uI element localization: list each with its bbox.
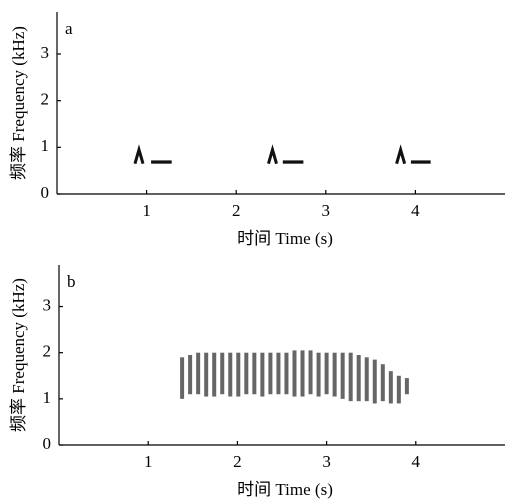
pulse: [388, 371, 393, 404]
x-axis-label: 时间 Time (s): [237, 480, 333, 499]
x-tick-label: 3: [322, 452, 331, 471]
pulse: [292, 350, 297, 397]
y-tick-label: 3: [43, 295, 52, 314]
syllable: [267, 144, 278, 165]
pulse: [204, 352, 209, 397]
panel-label: a: [65, 19, 73, 38]
pulse: [380, 364, 385, 402]
pulse: [332, 352, 337, 397]
pulse: [196, 352, 201, 395]
y-tick-label: 1: [43, 388, 52, 407]
pulse: [356, 355, 361, 402]
syllable: [133, 144, 145, 165]
pulse: [308, 350, 313, 395]
pulse: [396, 375, 401, 404]
x-tick-label: 3: [322, 201, 331, 220]
x-tick-label: 2: [233, 452, 242, 471]
pulse: [220, 352, 225, 395]
pulse: [244, 352, 249, 395]
y-tick-label: 2: [43, 342, 52, 361]
syllable: [410, 160, 431, 164]
pulse: [316, 352, 321, 397]
pulse: [364, 357, 369, 402]
pulse: [284, 352, 289, 395]
pulse: [260, 352, 265, 397]
y-axis-label: 频率 Frequency (kHz): [9, 278, 28, 432]
pulse: [236, 352, 241, 397]
y-tick-label: 1: [41, 136, 50, 155]
syllable: [151, 160, 172, 164]
y-tick-label: 0: [41, 183, 50, 202]
x-axis-label: 时间 Time (s): [237, 229, 333, 248]
x-tick-label: 1: [144, 452, 153, 471]
x-tick-label: 4: [412, 452, 421, 471]
panel-label: b: [67, 272, 76, 291]
pulse: [188, 355, 193, 395]
pulse: [404, 378, 409, 395]
syllable: [395, 144, 407, 165]
pulse: [228, 352, 233, 397]
y-tick-label: 0: [43, 434, 52, 453]
pulse: [300, 350, 305, 397]
syllable: [282, 160, 304, 164]
y-tick-label: 2: [41, 90, 50, 109]
y-axis-label: 频率 Frequency (kHz): [9, 26, 28, 180]
x-tick-label: 4: [411, 201, 420, 220]
pulse: [276, 352, 281, 395]
pulse: [324, 352, 329, 395]
x-tick-label: 2: [232, 201, 241, 220]
pulse: [212, 352, 217, 397]
pulse: [348, 352, 353, 402]
pulse: [340, 352, 345, 399]
pulse: [372, 359, 377, 404]
pulse: [268, 352, 273, 395]
pulse: [180, 357, 185, 399]
x-tick-label: 1: [142, 201, 151, 220]
pulse: [252, 352, 257, 395]
y-tick-label: 3: [41, 43, 50, 62]
